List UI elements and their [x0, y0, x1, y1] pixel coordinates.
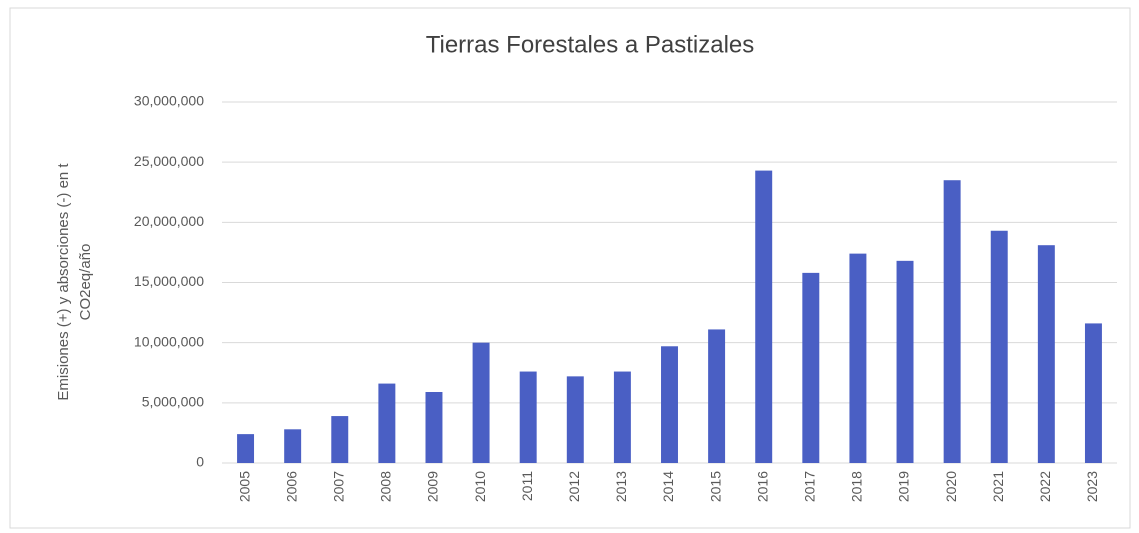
x-tick-label: 2006 [283, 471, 299, 502]
y-axis-label: Emisiones (+) y absorciones (-) en t [55, 163, 72, 401]
bar [331, 416, 349, 463]
bar [425, 392, 443, 463]
bar [1084, 323, 1102, 463]
y-axis-label: CO2eq/año [77, 244, 94, 321]
y-tick-label: 10,000,000 [134, 333, 204, 349]
x-tick-label: 2011 [519, 471, 535, 501]
bar [661, 346, 678, 463]
x-tick-label: 2012 [566, 471, 582, 502]
x-tick-label: 2023 [1084, 471, 1100, 502]
bar [378, 383, 396, 463]
x-tick-label: 2019 [896, 471, 912, 502]
y-tick-label: 5,000,000 [142, 394, 204, 410]
bar [613, 371, 631, 463]
x-tick-label: 2018 [849, 471, 865, 502]
bar [284, 429, 302, 463]
x-tick-label: 2020 [943, 471, 959, 502]
x-tick-label: 2007 [330, 471, 346, 502]
bar [990, 230, 1008, 463]
bar [519, 371, 537, 463]
bar [472, 342, 490, 463]
bar [849, 253, 867, 463]
x-tick-label: 2010 [472, 471, 488, 502]
chart-title: Tierras Forestales a Pastizales [426, 31, 755, 58]
bar [896, 260, 914, 463]
x-tick-label: 2017 [802, 471, 818, 502]
x-tick-label: 2014 [660, 471, 676, 502]
x-tick-label: 2013 [613, 471, 629, 502]
bar [237, 434, 255, 463]
x-tick-label: 2009 [425, 471, 441, 502]
x-tick-label: 2021 [990, 471, 1006, 502]
y-tick-label: 0 [196, 454, 204, 470]
bar [943, 180, 961, 463]
x-tick-label: 2005 [236, 471, 252, 502]
y-tick-label: 15,000,000 [134, 273, 204, 289]
bar [755, 170, 773, 463]
x-tick-label: 2008 [378, 471, 394, 502]
y-tick-label: 25,000,000 [134, 153, 204, 169]
bar [1037, 245, 1055, 463]
bar [802, 272, 820, 463]
x-tick-label: 2016 [754, 471, 770, 502]
x-tick-label: 2022 [1037, 471, 1053, 502]
bar [708, 329, 726, 463]
y-tick-label: 30,000,000 [134, 93, 204, 109]
x-tick-label: 2015 [707, 471, 723, 502]
bar [566, 376, 584, 463]
y-tick-label: 20,000,000 [134, 213, 204, 229]
